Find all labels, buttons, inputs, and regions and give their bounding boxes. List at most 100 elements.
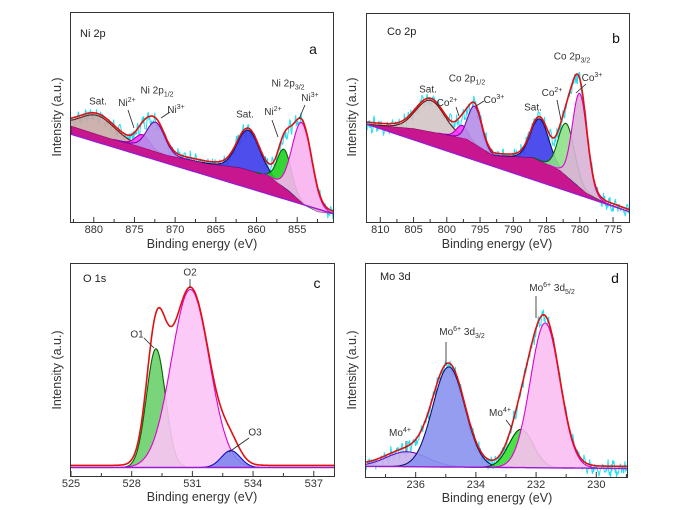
x-tick-label: 880 [84, 224, 103, 236]
peak-fill [71, 114, 171, 156]
envelope-fit-line [71, 286, 334, 467]
x-tick-label: 860 [247, 224, 266, 236]
peak-fill [191, 450, 271, 468]
annotation-sub: 3/2 [294, 84, 305, 92]
x-tick-label: 790 [504, 224, 523, 236]
x-tick-label: 875 [125, 224, 144, 236]
x-tick-label: 531 [183, 478, 202, 490]
annotation-o2: O2 [183, 268, 196, 279]
panel-letter: b [612, 30, 620, 46]
annotation-text: O3 [248, 427, 262, 439]
plot-area [71, 108, 333, 222]
annotation-sup: 4+ [402, 426, 411, 434]
y-axis-label: Intensity (a.u.) [345, 330, 359, 410]
annotation-sat: Sat. [236, 110, 254, 121]
plot-area [366, 309, 627, 477]
x-tick-label: 805 [404, 224, 423, 236]
envelope-fit-line [367, 73, 629, 211]
annotation-ni2plus: Ni2+ [118, 97, 135, 109]
annotation-ni3plus: Ni3+ [301, 92, 318, 104]
annotation-co2plus: Co2+ [542, 87, 563, 99]
x-tick-label: 855 [288, 224, 307, 236]
annotation-co3plus: Co3+ [582, 72, 603, 84]
peak-fill [370, 100, 490, 153]
x-tick-label: 525 [61, 478, 81, 490]
x-axis-label: Binding energy (eV) [441, 491, 553, 505]
annotation-sup: 3+ [594, 71, 603, 79]
peak-outline [483, 322, 608, 469]
annotation-mo4plus: Mo4+ [489, 407, 511, 419]
annotation-sup: 3+ [310, 91, 319, 99]
panel-element-label: O 1s [83, 273, 107, 285]
annotation-sup: 3+ [176, 103, 185, 111]
x-tick-label: 528 [122, 478, 141, 490]
y-axis-label: Intensity (a.u.) [50, 330, 64, 410]
annotation-text: Co [436, 98, 450, 110]
x-tick-label: 234 [466, 479, 486, 491]
x-tick-label: 810 [371, 224, 390, 236]
annotation-sub: 3/2 [580, 57, 591, 65]
panel-b-co2p: 810 805 800 795 790 785 780 775 [366, 13, 630, 236]
peak-outline [118, 121, 194, 162]
baseline-line [367, 123, 629, 213]
annotation-text: Sat. [89, 96, 107, 108]
x-axis-label: Binding energy (eV) [441, 237, 553, 251]
y-axis-label: Intensity (a.u.) [345, 77, 359, 157]
x-tick-label: 775 [603, 224, 623, 236]
annotation-sup: 2+ [449, 96, 458, 104]
annotation-ni2plus: Ni2+ [264, 106, 281, 118]
peak-outline [261, 121, 333, 214]
panel-c-o1s: 525 528 531 534 537 [62, 263, 335, 490]
annotation-ni3plus: Ni3+ [167, 104, 184, 116]
annotation-text: Ni [264, 107, 274, 119]
envelope-fit-line [71, 111, 333, 212]
annotation-sup: 2+ [273, 105, 282, 113]
panel-element-label: Co 2p [387, 26, 417, 38]
annotation-text: Ni 2p [271, 78, 295, 90]
peak-outline [548, 92, 611, 206]
x-tick-label: 795 [470, 224, 490, 236]
annotation-text: Sat. [524, 102, 542, 114]
annotation-sup: 3+ [496, 93, 505, 101]
annotation-ni2p32: Ni 2p3/2 [271, 79, 304, 92]
annotation-sub: 5/2 [565, 289, 575, 297]
annotation-text: 3d [551, 283, 566, 295]
annotation-sub: 1/2 [163, 91, 174, 99]
annotation-text: Co 2p [448, 73, 476, 85]
annotation-text: Mo [439, 327, 454, 339]
annotation-sup: 2+ [127, 96, 136, 104]
plot-area [367, 71, 629, 222]
peak-fill [110, 289, 271, 468]
baseline-line [71, 133, 333, 215]
annotation-mo6plus-3d32: Mo6+ 3d3/2 [439, 326, 485, 340]
x-tick-label: 780 [570, 224, 589, 236]
peak-fill [116, 348, 196, 468]
x-tick-label: 534 [243, 478, 263, 490]
annotation-text: Co [483, 95, 497, 107]
annotation-text: Co [581, 73, 595, 85]
annotation-co2p32: Co 2p3/2 [554, 52, 590, 65]
annotation-sup: 6+ [453, 325, 462, 333]
annotation-text: Sat. [236, 109, 254, 121]
panel-letter: c [313, 275, 321, 291]
annotation-text: Ni 2p [140, 85, 164, 97]
annotation-sat: Sat. [89, 97, 107, 108]
annotation-co2plus: Co2+ [437, 97, 458, 109]
x-tick-label: 785 [537, 224, 556, 236]
x-tick-label: 870 [165, 224, 185, 236]
annotation-sat: Sat. [419, 85, 437, 96]
panel-a-ni2p: 880 875 870 865 860 855 [70, 12, 334, 236]
x-tick-label: 232 [526, 479, 546, 491]
annotation-ni2p12: Ni 2p1/2 [140, 86, 173, 99]
x-tick-label: 236 [406, 479, 425, 491]
peak-fill [549, 93, 611, 205]
peak-fill [118, 122, 194, 161]
annotation-co3plus: Co3+ [484, 94, 505, 106]
y-axis-label: Intensity (a.u.) [50, 77, 64, 157]
peak-fill [261, 122, 333, 214]
annotation-text: Mo [489, 408, 503, 420]
x-tick-label: 800 [437, 224, 456, 236]
annotation-text: Co [541, 88, 555, 100]
annotation-co2p12: Co 2p1/2 [449, 74, 485, 87]
annotation-o1: O1 [130, 330, 143, 341]
